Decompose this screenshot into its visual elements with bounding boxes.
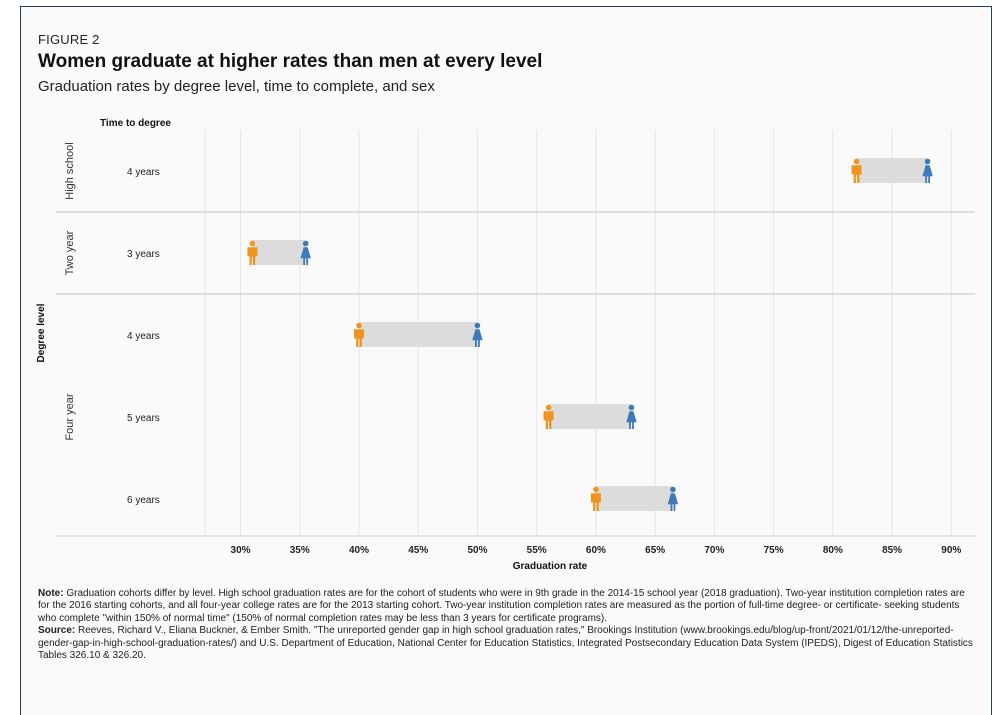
group-label: Four year <box>64 393 76 440</box>
x-tick-label: 70% <box>704 545 724 556</box>
gap-bar <box>252 240 306 265</box>
row-label: 4 years <box>127 331 160 342</box>
figure-frame <box>20 6 992 715</box>
x-tick-label: 50% <box>467 545 487 556</box>
source-paragraph: Source: Reeves, Richard V., Eliana Buckn… <box>38 625 974 662</box>
notes-block: Note: Graduation cohorts differ by level… <box>38 588 974 662</box>
note-label: Note: <box>38 588 64 599</box>
group-label: High school <box>64 142 76 199</box>
x-tick-label: 75% <box>764 545 784 556</box>
note-text: Graduation cohorts differ by level. High… <box>38 588 965 624</box>
x-tick-label: 35% <box>290 545 310 556</box>
row-header: Time to degree <box>100 118 171 129</box>
chart-subtitle: Graduation rates by degree level, time t… <box>38 78 435 95</box>
gap-bar <box>359 322 478 347</box>
gap-bar <box>595 486 673 511</box>
x-axis-title: Graduation rate <box>513 561 588 572</box>
source-text: Reeves, Richard V., Eliana Buckner, & Em… <box>38 625 973 662</box>
group-label: Two year <box>64 230 76 275</box>
x-tick-label: 30% <box>231 545 251 556</box>
x-tick-label: 60% <box>586 545 606 556</box>
row-label: 4 years <box>127 167 160 178</box>
x-tick-label: 55% <box>527 545 547 556</box>
x-tick-label: 90% <box>941 545 961 556</box>
gap-bar <box>548 404 632 429</box>
x-tick-label: 45% <box>408 545 428 556</box>
y-axis-title: Degree level <box>36 303 47 362</box>
note-paragraph: Note: Graduation cohorts differ by level… <box>38 588 974 625</box>
row-label: 6 years <box>127 495 160 506</box>
row-label: 3 years <box>127 249 160 260</box>
source-label: Source: <box>38 625 76 637</box>
x-tick-label: 40% <box>349 545 369 556</box>
row-label: 5 years <box>127 413 160 424</box>
figure-label: FIGURE 2 <box>38 32 100 47</box>
dumbbell-chart: 30% 35% 40% 45% 50% 55% 60% 65% 70% 75% 80% 85% 90% T… <box>36 118 975 572</box>
x-tick-label: 80% <box>823 545 843 556</box>
gap-bar <box>856 158 928 183</box>
chart-title: Women graduate at higher rates than men … <box>38 51 543 72</box>
x-tick-label: 85% <box>882 545 902 556</box>
x-tick-label: 65% <box>645 545 665 556</box>
